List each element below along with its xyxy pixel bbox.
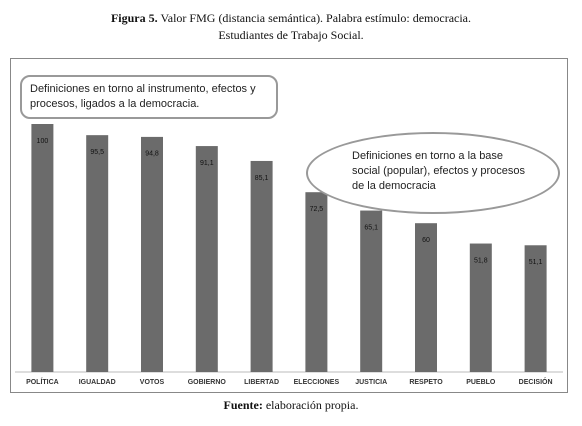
bar xyxy=(141,136,163,372)
value-label: 91,1 xyxy=(200,160,214,167)
bar xyxy=(415,223,437,372)
value-label: 95,5 xyxy=(90,149,104,156)
source-text: elaboración propia. xyxy=(265,398,359,412)
value-label: 94,8 xyxy=(145,151,159,158)
bar xyxy=(195,146,218,372)
value-label: 51,1 xyxy=(529,259,543,266)
annotation: Definiciones en torno al instrumento, ef… xyxy=(20,75,278,119)
title-label: Figura 5. xyxy=(110,11,158,25)
x-tick-label: GOBIERNO xyxy=(188,379,227,386)
value-label: 60 xyxy=(422,237,430,244)
bar xyxy=(305,192,328,372)
value-label: 85,1 xyxy=(255,175,269,182)
x-tick-label: DECISIÓN xyxy=(519,377,553,386)
chart-title: Valor FMG (distancia semántica). Palabra… xyxy=(160,11,472,25)
annotation: Definiciones en torno a la base social (… xyxy=(306,132,560,214)
source-label: Fuente: xyxy=(223,398,263,412)
x-tick-label: PUEBLO xyxy=(466,379,496,386)
bar xyxy=(31,124,54,372)
x-tick-label: POLÍTICA xyxy=(26,377,59,386)
value-label: 51,8 xyxy=(474,257,488,264)
header: Figura 5. Valor FMG (distancia semántica… xyxy=(0,10,582,44)
value-label: 65,1 xyxy=(364,224,378,231)
x-tick-label: ELECCIONES xyxy=(294,379,340,386)
bar xyxy=(360,210,383,372)
bar xyxy=(250,160,273,372)
footer: Fuente: elaboración propia. xyxy=(0,398,582,413)
subtitle: Estudiantes de Trabajo Social. xyxy=(218,28,364,42)
x-tick-label: IGUALDAD xyxy=(79,379,116,386)
x-tick-label: LIBERTAD xyxy=(244,379,279,386)
value-label: 100 xyxy=(37,138,49,145)
bar xyxy=(469,243,492,372)
x-tick-label: RESPETO xyxy=(409,379,443,386)
bar xyxy=(86,135,109,372)
x-tick-label: VOTOS xyxy=(140,379,165,386)
x-tick-label: JUSTICIA xyxy=(355,379,387,386)
value-label: 72,5 xyxy=(310,206,324,213)
bar xyxy=(524,245,547,372)
